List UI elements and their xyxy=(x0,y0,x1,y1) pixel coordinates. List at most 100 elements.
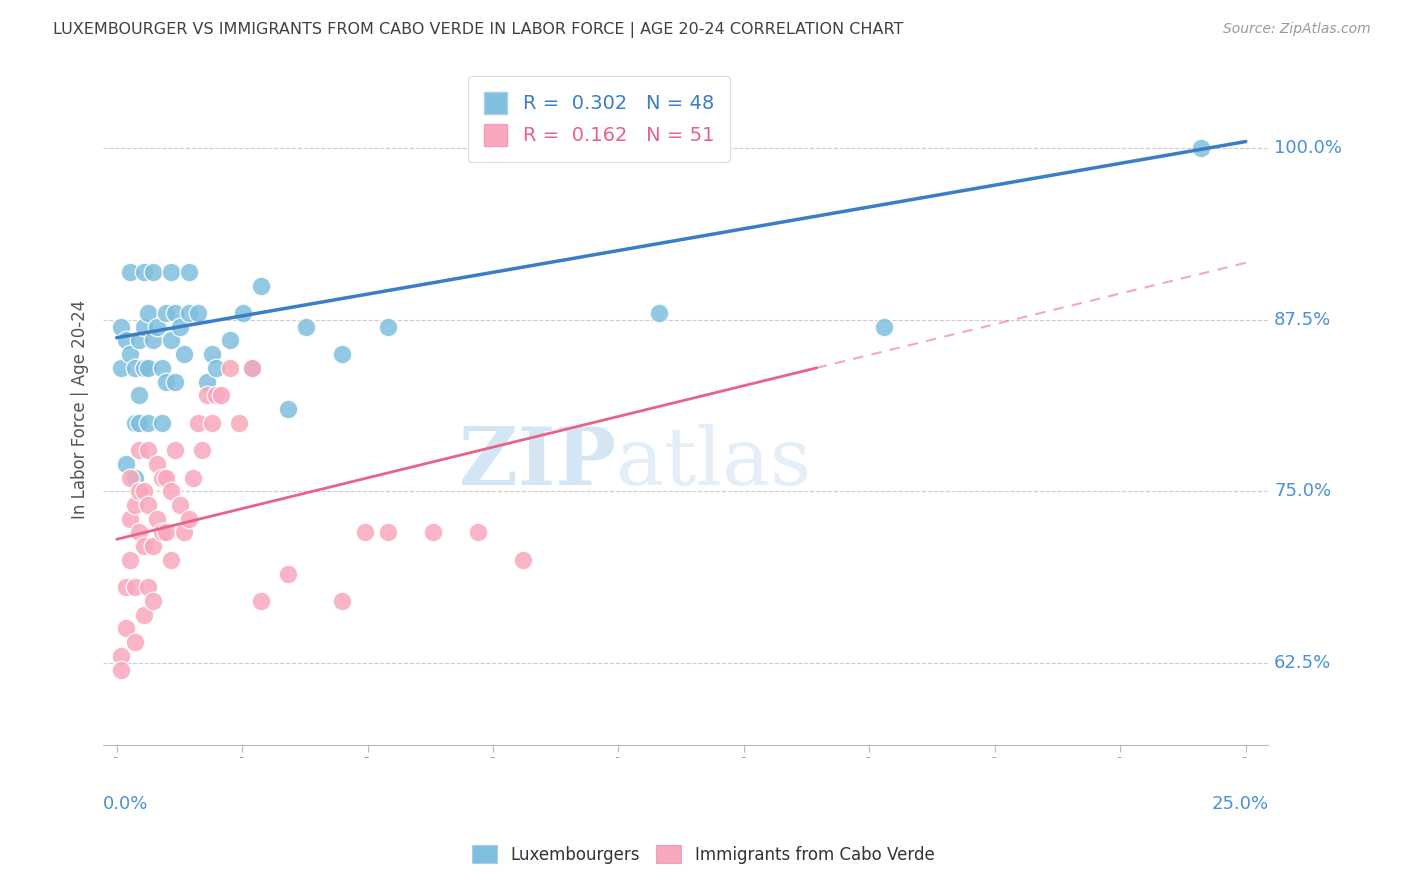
Point xyxy=(142,334,165,348)
Text: 100.0%: 100.0% xyxy=(1274,139,1343,157)
Text: 62.5%: 62.5% xyxy=(1274,654,1331,672)
Point xyxy=(120,553,142,567)
Point xyxy=(146,319,169,334)
Point xyxy=(150,360,173,375)
Point xyxy=(177,306,200,320)
Point xyxy=(277,402,299,417)
Point xyxy=(155,470,177,484)
Point xyxy=(647,306,669,320)
Point xyxy=(187,306,209,320)
Point xyxy=(169,498,191,512)
Point xyxy=(160,265,183,279)
Point xyxy=(332,594,354,608)
Point xyxy=(1189,141,1212,155)
Text: 75.0%: 75.0% xyxy=(1274,483,1331,500)
Point xyxy=(165,443,187,458)
Point xyxy=(240,360,263,375)
Point xyxy=(128,416,150,430)
Point xyxy=(132,484,155,499)
Point xyxy=(354,525,377,540)
Point xyxy=(128,443,150,458)
Point xyxy=(150,525,173,540)
Point xyxy=(136,360,159,375)
Point xyxy=(205,360,228,375)
Point xyxy=(422,525,444,540)
Point xyxy=(155,525,177,540)
Point xyxy=(873,319,896,334)
Point xyxy=(150,416,173,430)
Point xyxy=(132,319,155,334)
Point xyxy=(155,375,177,389)
Point xyxy=(160,334,183,348)
Point xyxy=(132,265,155,279)
Point xyxy=(114,457,136,471)
Point xyxy=(136,498,159,512)
Point xyxy=(132,539,155,553)
Point xyxy=(120,512,142,526)
Point xyxy=(160,484,183,499)
Point xyxy=(120,265,142,279)
Point xyxy=(128,334,150,348)
Point xyxy=(173,525,195,540)
Point xyxy=(165,375,187,389)
Point xyxy=(377,525,399,540)
Text: ZIP: ZIP xyxy=(458,424,616,502)
Point xyxy=(218,360,240,375)
Point xyxy=(128,388,150,402)
Point xyxy=(467,525,489,540)
Text: LUXEMBOURGER VS IMMIGRANTS FROM CABO VERDE IN LABOR FORCE | AGE 20-24 CORRELATIO: LUXEMBOURGER VS IMMIGRANTS FROM CABO VER… xyxy=(53,22,904,38)
Point xyxy=(132,607,155,622)
Y-axis label: In Labor Force | Age 20-24: In Labor Force | Age 20-24 xyxy=(72,300,89,518)
Point xyxy=(120,470,142,484)
Point xyxy=(240,360,263,375)
Point xyxy=(377,319,399,334)
Text: 0.0%: 0.0% xyxy=(103,796,149,814)
Point xyxy=(120,347,142,361)
Point xyxy=(195,388,218,402)
Point xyxy=(142,594,165,608)
Point xyxy=(173,347,195,361)
Point xyxy=(142,539,165,553)
Point xyxy=(209,388,232,402)
Point xyxy=(250,594,273,608)
Point xyxy=(136,443,159,458)
Point xyxy=(110,663,132,677)
Point xyxy=(114,580,136,594)
Point xyxy=(136,416,159,430)
Point xyxy=(110,319,132,334)
Point xyxy=(512,553,534,567)
Point xyxy=(110,360,132,375)
Point xyxy=(114,334,136,348)
Point xyxy=(165,306,187,320)
Point xyxy=(146,457,169,471)
Point xyxy=(150,470,173,484)
Point xyxy=(200,416,222,430)
Point xyxy=(124,580,146,594)
Point xyxy=(136,306,159,320)
Legend: Luxembourgers, Immigrants from Cabo Verde: Luxembourgers, Immigrants from Cabo Verd… xyxy=(465,838,941,871)
Point xyxy=(191,443,214,458)
Point xyxy=(183,470,205,484)
Point xyxy=(146,512,169,526)
Point xyxy=(124,635,146,649)
Point xyxy=(160,553,183,567)
Point xyxy=(295,319,318,334)
Point xyxy=(177,512,200,526)
Text: atlas: atlas xyxy=(616,424,811,502)
Point xyxy=(169,319,191,334)
Point xyxy=(124,416,146,430)
Point xyxy=(124,360,146,375)
Point xyxy=(195,375,218,389)
Legend: R =  0.302   N = 48, R =  0.162   N = 51: R = 0.302 N = 48, R = 0.162 N = 51 xyxy=(468,76,730,161)
Point xyxy=(187,416,209,430)
Point xyxy=(136,580,159,594)
Point xyxy=(218,334,240,348)
Point xyxy=(155,306,177,320)
Text: 87.5%: 87.5% xyxy=(1274,310,1331,329)
Point xyxy=(128,484,150,499)
Point xyxy=(200,347,222,361)
Text: Source: ZipAtlas.com: Source: ZipAtlas.com xyxy=(1223,22,1371,37)
Text: 25.0%: 25.0% xyxy=(1211,796,1268,814)
Point xyxy=(124,470,146,484)
Point xyxy=(128,525,150,540)
